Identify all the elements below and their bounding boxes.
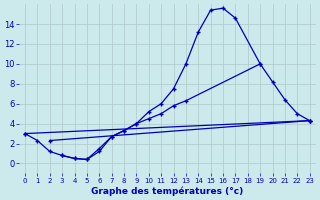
- X-axis label: Graphe des températures (°c): Graphe des températures (°c): [91, 186, 244, 196]
